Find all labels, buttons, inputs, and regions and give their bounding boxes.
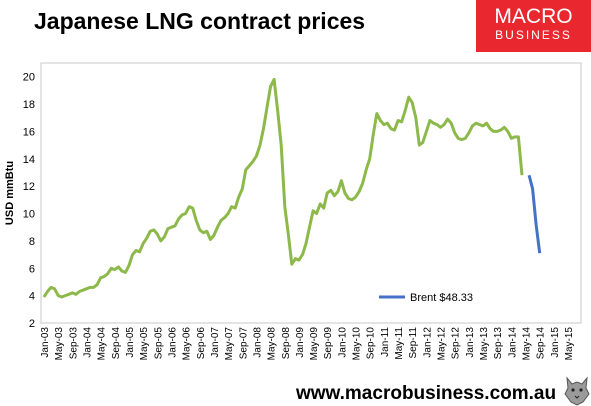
x-axis-ticks: Jan-03 May-03 Sep-03 Jan-04 May-04 Sep-04 Jan-… <box>40 327 575 361</box>
plot-area-border <box>40 62 582 324</box>
x-tick-label: Jan-15 <box>550 327 561 358</box>
y-axis-label: USD mmBtu <box>4 161 16 225</box>
x-tick-label: Jan-12 <box>422 327 433 358</box>
y-tick-label: 8 <box>29 236 35 248</box>
x-tick-label: May-15 <box>564 327 575 361</box>
x-tick-label: May-13 <box>479 327 490 361</box>
y-tick-label: 18 <box>23 99 35 111</box>
x-tick-label: May-14 <box>522 327 533 361</box>
x-tick-label: Sep-13 <box>493 327 504 360</box>
x-tick-label: Sep-09 <box>323 327 334 360</box>
y-tick-label: 20 <box>23 72 35 84</box>
y-tick-label: 6 <box>29 263 35 275</box>
x-tick-label: Jan-09 <box>295 327 306 358</box>
chart-title: Japanese LNG contract prices <box>34 8 366 34</box>
x-tick-label: Jan-06 <box>168 327 179 358</box>
y-tick-label: 10 <box>23 209 35 221</box>
x-tick-label: Jan-07 <box>210 327 221 358</box>
brand-logo-line1: MACRO <box>494 5 573 28</box>
x-tick-label: May-10 <box>352 327 363 361</box>
y-tick-label: 4 <box>29 291 35 303</box>
lng-price-series-line <box>42 77 524 299</box>
x-tick-label: Sep-07 <box>238 327 249 360</box>
series-group <box>42 77 542 299</box>
x-tick-label: Jan-05 <box>125 327 136 358</box>
site-url: www.macrobusiness.com.au <box>296 383 557 404</box>
x-tick-label: Sep-06 <box>196 327 207 360</box>
x-tick-label: Jan-10 <box>337 327 348 358</box>
y-tick-label: 2 <box>29 318 35 330</box>
x-tick-label: Sep-14 <box>536 327 547 360</box>
x-tick-label: Sep-11 <box>408 327 419 359</box>
x-tick-label: Sep-04 <box>111 327 122 360</box>
wolf-logo-icon <box>564 376 590 406</box>
x-tick-label: May-06 <box>182 327 193 361</box>
x-tick-label: Sep-12 <box>451 327 462 360</box>
x-tick-label: May-07 <box>224 327 235 361</box>
legend-label: Brent $48.33 <box>410 292 473 304</box>
y-axis-ticks: 2 4 6 8 10 12 14 16 18 20 <box>23 72 35 330</box>
y-tick-label: 14 <box>23 154 35 166</box>
x-tick-label: Sep-03 <box>68 327 79 360</box>
x-tick-label: Jan-13 <box>465 327 476 358</box>
x-tick-label: May-09 <box>309 327 320 361</box>
x-tick-label: Sep-08 <box>281 327 292 360</box>
x-tick-label: May-05 <box>139 327 150 361</box>
x-tick-label: Jan-03 <box>40 327 51 358</box>
x-tick-label: Sep-10 <box>366 327 377 360</box>
x-tick-label: Jan-04 <box>83 327 94 358</box>
x-tick-label: May-08 <box>267 327 278 361</box>
x-tick-label: Jan-14 <box>507 327 518 358</box>
x-tick-label: Sep-05 <box>153 327 164 360</box>
x-tick-label: Jan-11 <box>380 327 391 357</box>
x-tick-label: May-04 <box>97 327 108 361</box>
x-tick-label: Jan-08 <box>252 327 263 358</box>
brand-logo-line2: BUSINESS <box>495 28 572 42</box>
y-tick-label: 12 <box>23 181 35 193</box>
x-tick-label: May-11 <box>394 327 405 360</box>
legend: Brent $48.33 <box>379 292 473 304</box>
x-tick-label: May-03 <box>54 327 65 361</box>
brent-series-line <box>527 174 542 254</box>
x-tick-label: May-12 <box>437 327 448 361</box>
brand-logo: MACRO BUSINESS <box>476 0 591 52</box>
y-tick-label: 16 <box>23 126 35 138</box>
